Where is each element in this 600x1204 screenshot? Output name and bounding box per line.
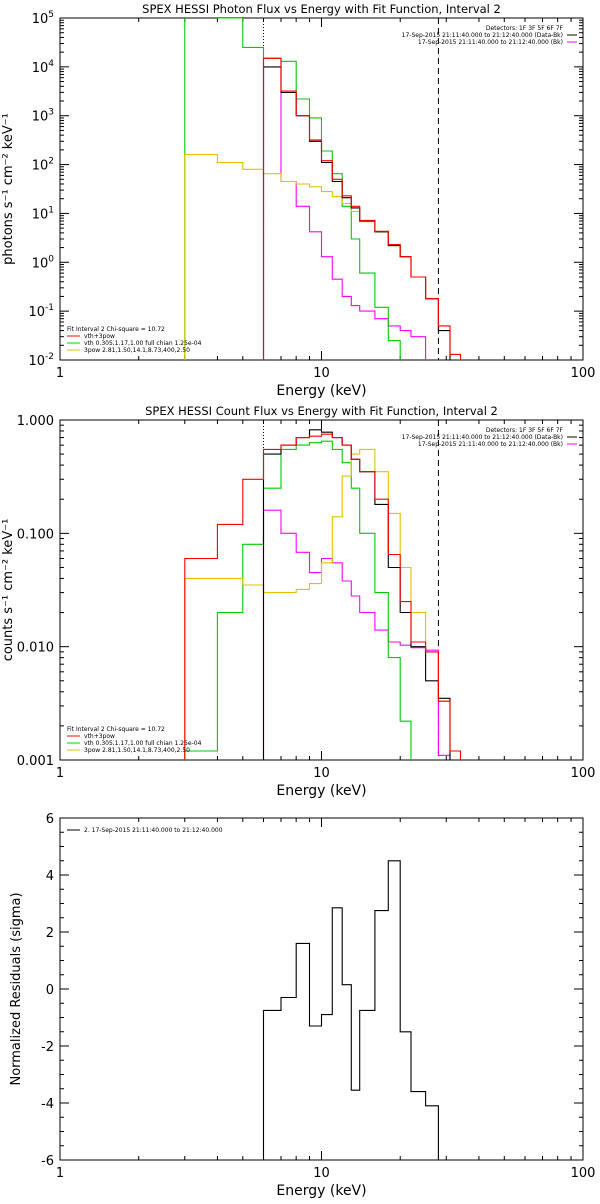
y-tick-label-base: 10: [32, 61, 49, 76]
y-tick-label-exponent: -1: [45, 303, 54, 313]
y-axis-label: Normalized Residuals (sigma): [9, 892, 24, 1085]
plot-frame: [59, 817, 584, 1161]
y-tick-label: 0.100: [17, 527, 54, 542]
x-tick-label: 100: [571, 366, 596, 381]
y-tick-label: 103: [32, 108, 54, 125]
chart-panel-3: 1 10 100 Energy (keV) -6 -4 -2 0 2 4 6 Normalized R…: [9, 812, 595, 1199]
y-tick-label-base: 10: [28, 305, 45, 320]
x-axis-label: Energy (keV): [276, 1183, 366, 1199]
y-tick-label: 10-1: [28, 303, 54, 320]
series-line-1: [262, 860, 439, 1160]
y-tick-label-base: 10: [28, 354, 45, 369]
chart-panel-1: SPEX HESSI Photon Flux vs Energy with Fi…: [1, 2, 595, 399]
y-tick-label: 4: [46, 869, 54, 884]
y-tick-label: 2: [46, 926, 54, 941]
data-series-group: [262, 860, 439, 1160]
legend-right-text: 17-Sep-2015 21:11:40.000 to 21:12:40.000…: [418, 441, 563, 448]
legend-left-text: 3pow 2.81,1.50,14.1,8.73,400,2.50: [84, 347, 190, 354]
series-line-3: [184, 154, 462, 360]
data-series-group: [184, 429, 462, 760]
y-tick-label-base: 10: [32, 159, 49, 174]
y-tick-label-exponent: 4: [48, 59, 54, 69]
x-axis-label: Energy (keV): [276, 783, 366, 799]
legend-left-text: vth 0.305,1.17,1.00 full chian 1.25e-04: [84, 340, 202, 347]
legend-left-text: vth+3pow: [84, 333, 115, 340]
x-tick-label: 10: [313, 1166, 330, 1181]
chart-title: SPEX HESSI Photon Flux vs Energy with Fi…: [142, 2, 501, 16]
legend-left-text: 3pow 2.81,1.50,14.1,8.73,400,2.50: [84, 747, 190, 754]
y-axis-label: counts s⁻¹ cm⁻² keV⁻¹: [1, 519, 16, 662]
y-tick-label: 0.010: [17, 641, 54, 656]
legend-left-text: 2. 17-Sep-2015 21:11:40.000 to 21:12:40.…: [84, 827, 223, 834]
x-tick-label: 100: [571, 766, 596, 781]
series-line-1: [262, 509, 451, 760]
series-line-1: [262, 57, 427, 360]
y-tick-label: 6: [46, 812, 54, 827]
legend-right-text: 17-Sep-2015 21:11:40.000 to 21:12:40.000…: [418, 39, 563, 46]
y-tick-label-base: 10: [32, 256, 49, 271]
y-tick-label: 0.001: [17, 754, 54, 769]
y-axis-label: photons s⁻¹ cm⁻² keV⁻¹: [1, 113, 16, 265]
series-line-3: [184, 448, 462, 760]
y-tick-label: 100: [32, 254, 55, 271]
y-tick-label: -4: [41, 1097, 54, 1112]
legend-left-text: Fit Interval 2 Chi-square = 10.72: [67, 326, 165, 333]
x-tick-label: 1: [56, 1166, 64, 1181]
legend-right-text: Detectors: 1F 3F 5F 6F 7F: [486, 25, 564, 32]
plot-frame: [59, 419, 584, 761]
legend-right-text: Detectors: 1F 3F 5F 6F 7F: [486, 427, 564, 434]
legend-right-text: 17-Sep-2015 21:11:40.000 to 21:12:40.000…: [402, 434, 563, 441]
y-tick-label-exponent: 1: [48, 205, 54, 215]
data-series-group: [184, 18, 462, 360]
y-tick-label: -6: [41, 1154, 54, 1169]
y-tick-label: 102: [32, 157, 54, 174]
y-tick-label: 104: [32, 59, 55, 76]
y-tick-label: 1.000: [17, 414, 54, 429]
y-tick-label: 105: [32, 10, 54, 27]
legend-left-text: Fit Interval 2 Chi-square = 10.72: [67, 726, 165, 733]
y-tick-label-exponent: 3: [48, 108, 54, 118]
legend-left-text: vth+3pow: [84, 733, 115, 740]
y-tick-label: 101: [32, 205, 54, 222]
series-line-2: [184, 440, 412, 760]
y-tick-label-exponent: 2: [48, 157, 54, 167]
x-tick-label: 10: [313, 766, 330, 781]
chart-title: SPEX HESSI Count Flux vs Energy with Fit…: [145, 404, 498, 418]
x-axis-label: Energy (keV): [276, 383, 366, 399]
legend-left-text: vth 0.305,1.17,1.00 full chian 1.25e-04: [84, 740, 202, 747]
y-tick-label-base: 10: [32, 12, 49, 27]
y-tick-label: 0: [46, 983, 54, 998]
series-line-2: [184, 18, 401, 360]
x-tick-label: 1: [56, 366, 64, 381]
x-tick-label: 100: [571, 1166, 596, 1181]
series-line-5: [262, 57, 462, 360]
y-tick-label: -2: [41, 1040, 54, 1055]
y-tick-label-exponent: 0: [48, 254, 54, 264]
y-tick-label-exponent: -2: [45, 352, 54, 362]
y-tick-label-base: 10: [32, 110, 49, 125]
x-tick-label: 1: [56, 766, 64, 781]
chart-panel-2: SPEX HESSI Count Flux vs Energy with Fit…: [1, 404, 595, 799]
series-line-5: [184, 433, 462, 760]
x-tick-label: 10: [313, 366, 330, 381]
legend-right-text: 17-Sep-2015 21:11:40.000 to 21:12:40.000…: [402, 32, 563, 39]
y-tick-label-base: 10: [32, 207, 49, 222]
y-tick-label-exponent: 5: [48, 10, 54, 20]
y-tick-label: 10-2: [28, 352, 54, 369]
series-line-4: [262, 66, 451, 360]
